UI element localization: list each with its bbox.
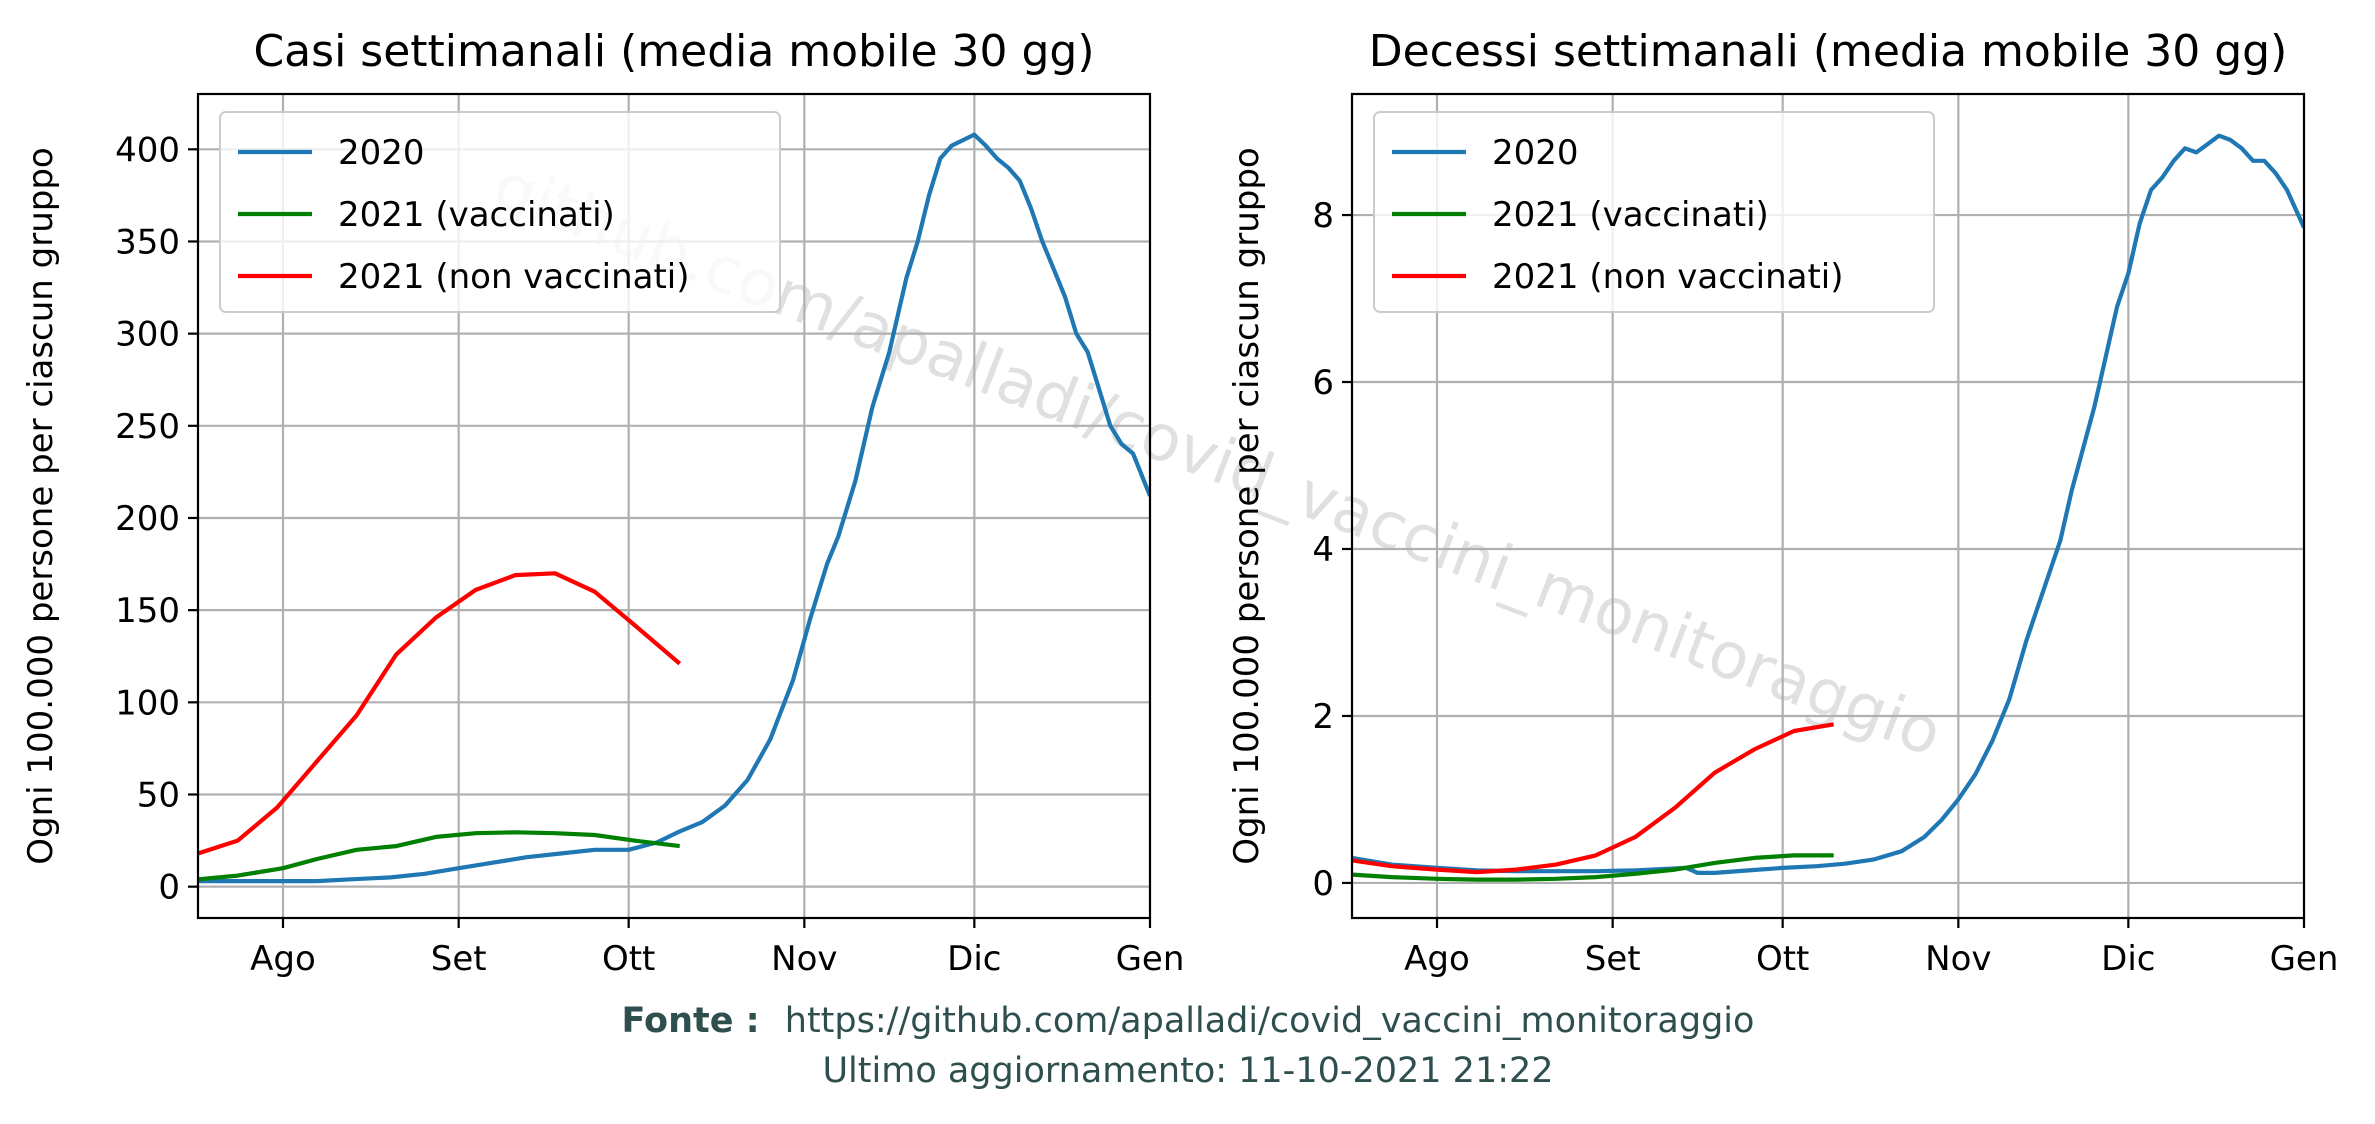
legend-label: 2021 (non vaccinati) <box>1492 257 1844 297</box>
y-tick-label: 2 <box>1312 697 1334 737</box>
chart-panel-1: Ago Set Ott Nov Dic Gen 0 50 100 150 200 250 300 350 4… <box>21 26 1184 979</box>
legend-label: 2020 <box>338 133 425 173</box>
y-tick-label: 6 <box>1312 363 1334 403</box>
series-line-2021-vaccinati- <box>1352 853 1834 882</box>
legend-label: 2021 (vaccinati) <box>338 195 615 235</box>
y-tick-label: 200 <box>115 499 180 539</box>
y-tick-label: 250 <box>115 407 180 447</box>
x-tick-label: Nov <box>1925 939 1991 979</box>
y-axis-label: Ogni 100.000 persone per ciascun gruppo <box>21 147 61 864</box>
x-tick-label: Ott <box>1756 939 1809 979</box>
plot-frame <box>196 92 1152 920</box>
legend-box <box>1373 111 1935 313</box>
legend-label: 2020 <box>1492 133 1579 173</box>
series-line-2021-non-vaccinati- <box>1352 722 1835 875</box>
footer-updated: Ultimo aggiornamento: 11-10-2021 21:22 <box>822 1051 1553 1091</box>
x-tick-label: Dic <box>947 939 1001 979</box>
y-tick-label: 0 <box>1312 864 1334 904</box>
x-tick-label: Set <box>1585 939 1641 979</box>
chart-title: Decessi settimanali (media mobile 30 gg) <box>1369 26 2288 77</box>
series-line-2020 <box>198 132 1150 884</box>
y-tick-label: 8 <box>1312 196 1334 236</box>
y-axis-label: Ogni 100.000 persone per ciascun gruppo <box>1227 147 1267 864</box>
footer-source-label: Fonte : <box>622 1001 760 1041</box>
legend-box <box>219 111 781 313</box>
x-tick-label: Gen <box>1116 939 1185 979</box>
x-tick-label: Dic <box>2101 939 2155 979</box>
x-tick-label: Ago <box>250 939 316 979</box>
y-tick-label: 0 <box>158 868 180 908</box>
series-line-2021-vaccinati- <box>198 830 680 882</box>
legend: 2020 2021 (vaccinati) 2021 (non vaccinati) <box>1373 111 1935 313</box>
y-tick-label: 150 <box>115 591 180 631</box>
legend-label: 2021 (non vaccinati) <box>338 257 690 297</box>
chart-panel-2: Ago Set Ott Nov Dic Gen 0 2 4 6 8 Decessi settimana… <box>1227 26 2338 979</box>
x-tick-label: Ott <box>602 939 655 979</box>
footer-source: Fonte : https://github.com/apalladi/covi… <box>622 1001 1755 1041</box>
x-tick-label: Gen <box>2270 939 2339 979</box>
y-tick-label: 100 <box>115 683 180 723</box>
y-tick-label: 300 <box>115 315 180 355</box>
y-tick-label: 400 <box>115 130 180 170</box>
series-line-2021-non-vaccinati- <box>198 571 682 856</box>
x-tick-label: Ago <box>1404 939 1470 979</box>
y-tick-label: 350 <box>115 222 180 262</box>
x-tick-label: Set <box>431 939 487 979</box>
x-tick-label: Nov <box>771 939 837 979</box>
legend-label: 2021 (vaccinati) <box>1492 195 1769 235</box>
plot-frame <box>1350 92 2306 920</box>
y-tick-label: 4 <box>1312 530 1334 570</box>
footer-source-url: https://github.com/apalladi/covid_vaccin… <box>785 1001 1755 1041</box>
legend: 2020 2021 (vaccinati) 2021 (non vaccinati) <box>219 111 781 313</box>
chart-title: Casi settimanali (media mobile 30 gg) <box>253 26 1094 77</box>
y-tick-label: 50 <box>137 775 180 815</box>
